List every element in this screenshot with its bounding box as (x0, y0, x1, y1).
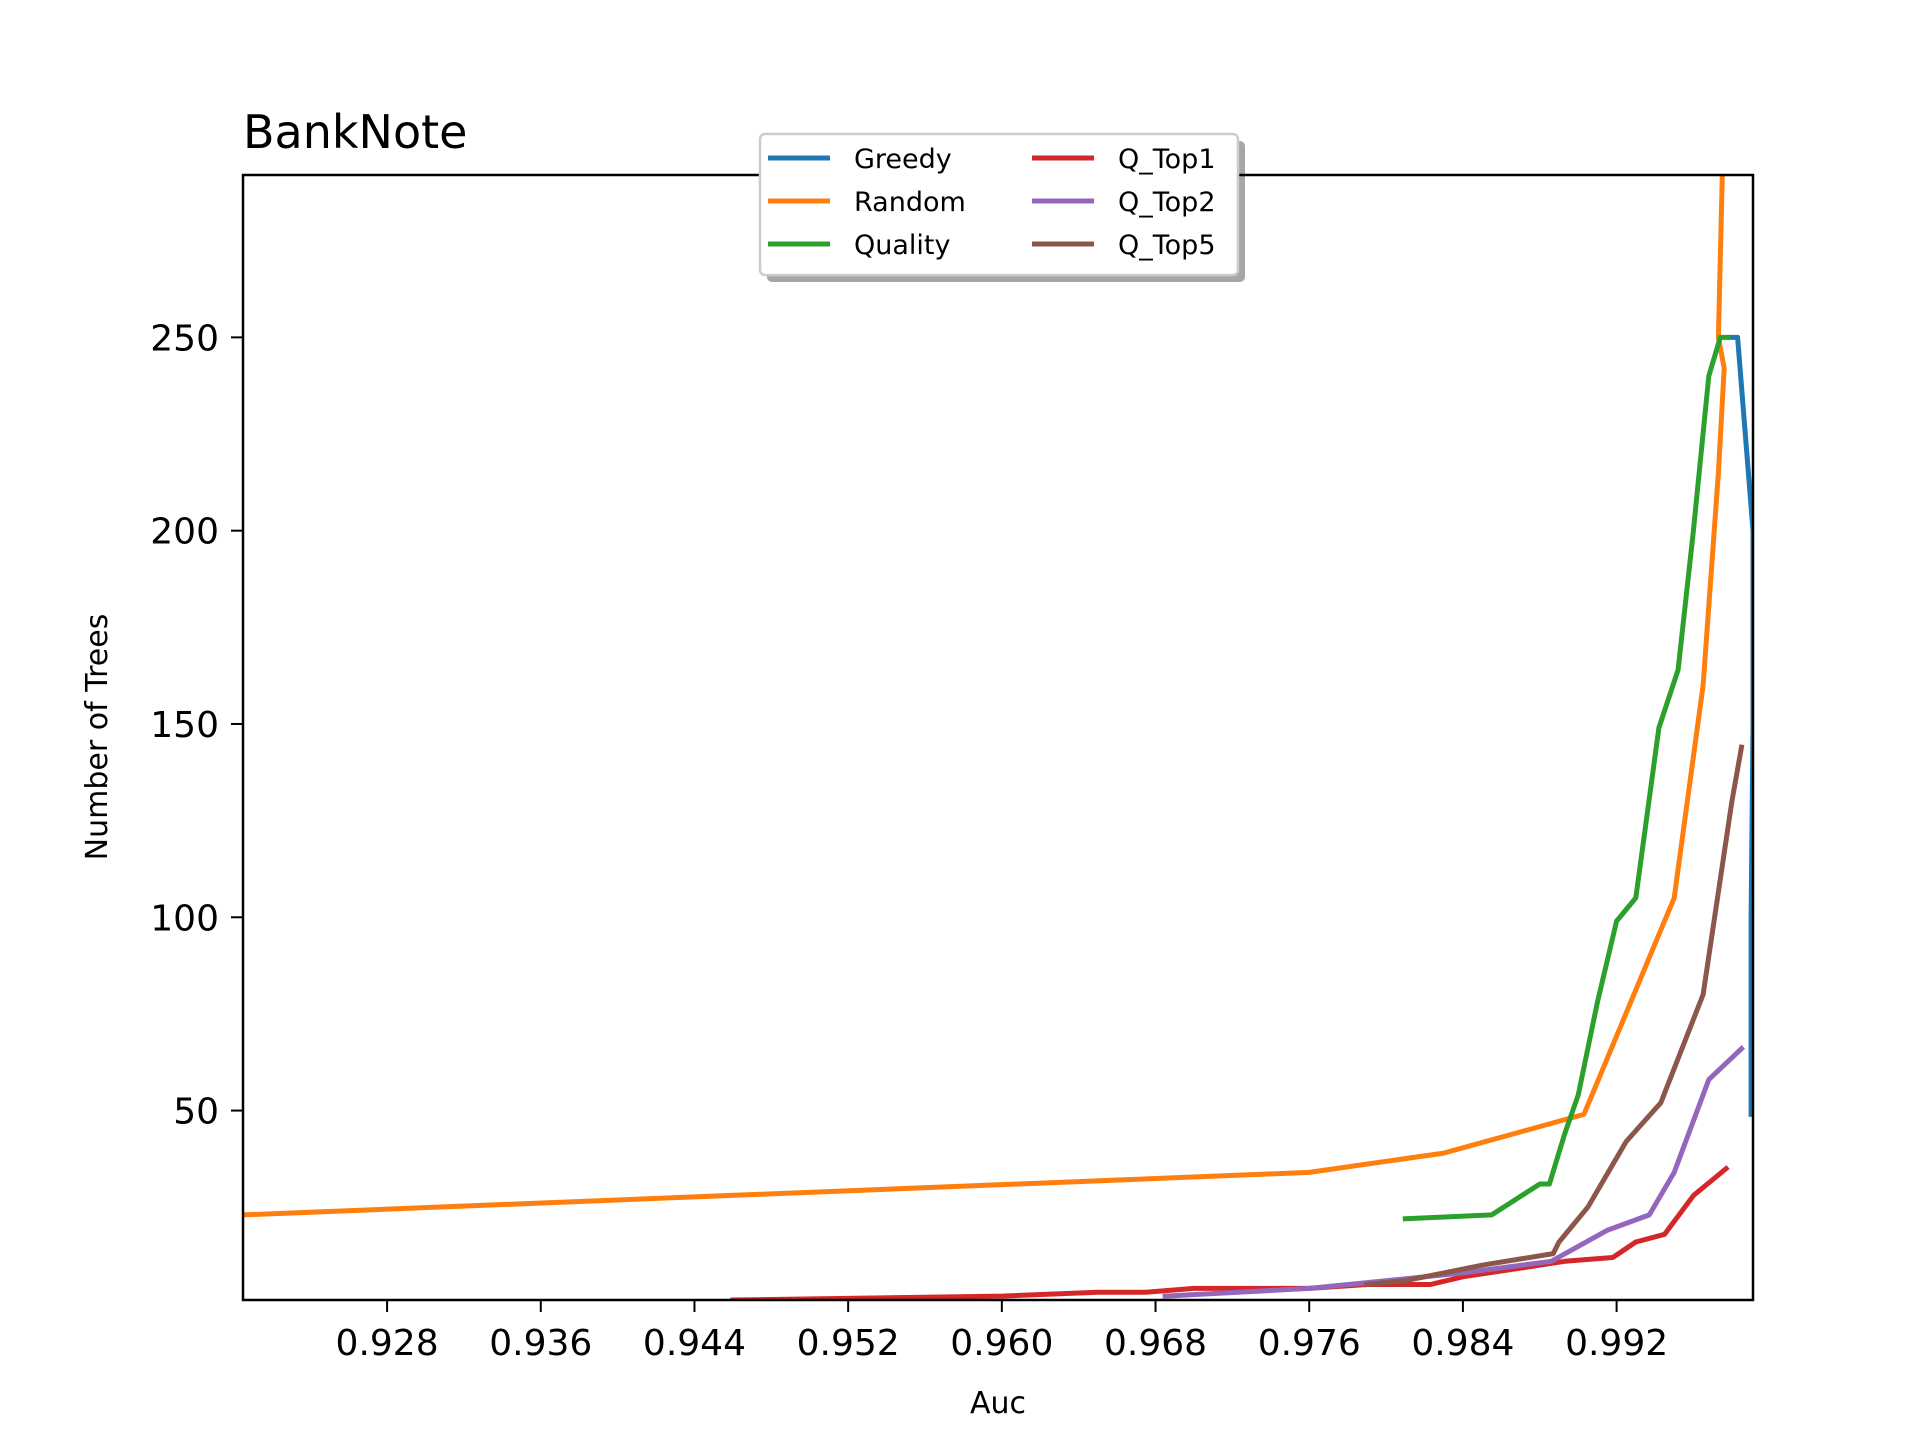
series-line-greedy (1727, 334, 1753, 1117)
x-axis-ticks: 0.928 0.936 0.944 0.952 0.960 0.968 0.976 0.984… (336, 1300, 1668, 1364)
legend-label-greedy: Greedy (854, 144, 952, 175)
series-line-q_top5 (1364, 744, 1745, 1288)
y-tick-label: 150 (150, 705, 219, 746)
series-line-q_top1 (730, 1165, 1730, 1300)
y-tick-label: 200 (150, 512, 219, 553)
x-tick-label: 0.952 (797, 1323, 900, 1364)
series-line-q_top2 (1162, 1045, 1746, 1299)
legend-entries: Greedy Random Quality Q_Top1 Q_Top2 Q_Top5 (768, 144, 1216, 261)
x-tick-label: 0.960 (950, 1323, 1053, 1364)
y-tick-label: 50 (173, 1092, 219, 1133)
series-line-random (243, 175, 1727, 1218)
y-axis-label: Number of Trees (80, 614, 115, 861)
y-tick-label: 100 (150, 898, 219, 939)
legend-label-q_top5: Q_Top5 (1118, 230, 1216, 261)
series-group (243, 175, 1753, 1300)
y-axis-ticks: 50 100 150 200 250 (150, 318, 243, 1133)
x-tick-label: 0.992 (1565, 1323, 1668, 1364)
legend-label-q_top2: Q_Top2 (1118, 187, 1216, 218)
legend-label-quality: Quality (854, 230, 950, 261)
plot-area (241, 173, 1755, 1302)
y-tick-label: 250 (150, 318, 219, 359)
legend-box (758, 132, 1240, 277)
x-tick-label: 0.968 (1104, 1323, 1207, 1364)
x-axis-label: Auc (970, 1386, 1026, 1421)
x-tick-label: 0.928 (336, 1323, 439, 1364)
legend-label-random: Random (854, 187, 966, 218)
series-line-quality (1402, 334, 1731, 1222)
legend-label-q_top1: Q_Top1 (1118, 144, 1216, 175)
x-tick-label: 0.936 (489, 1323, 592, 1364)
x-tick-label: 0.944 (643, 1323, 746, 1364)
legend: Greedy Random Quality Q_Top1 Q_Top2 Q_Top5 (758, 132, 1245, 282)
x-tick-label: 0.976 (1258, 1323, 1361, 1364)
x-tick-label: 0.984 (1411, 1323, 1514, 1364)
chart-title: BankNote (243, 105, 467, 159)
